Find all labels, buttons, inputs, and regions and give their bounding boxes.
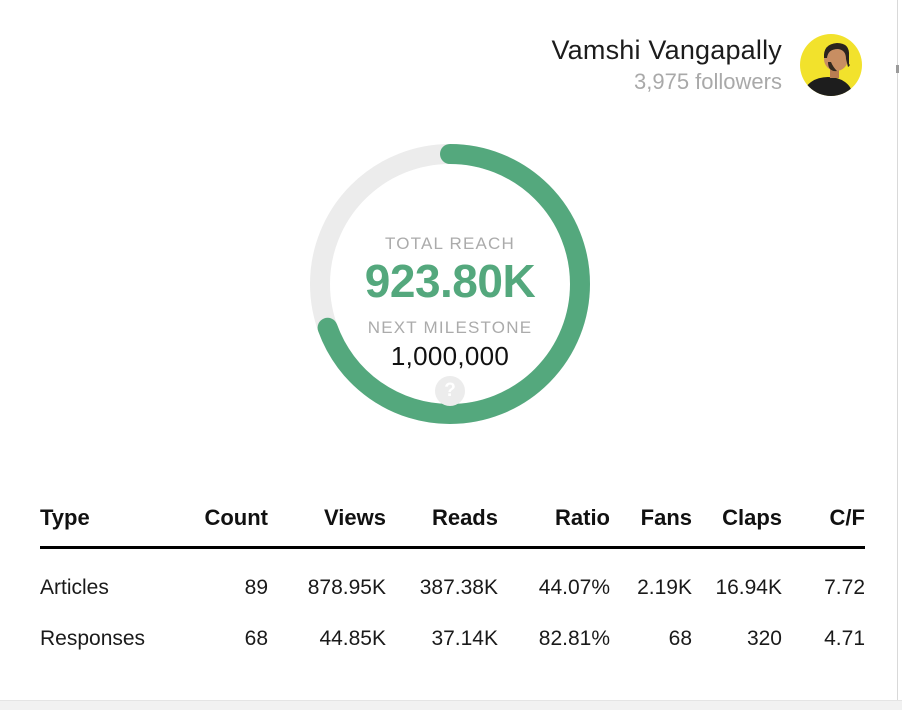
column-header-claps: Claps [692, 505, 782, 549]
table-cell: 7.72 [824, 576, 865, 599]
profile-text: Vamshi Vangapally 3,975 followers [551, 34, 782, 96]
table-cell: Responses [40, 627, 146, 650]
column-header-count: Count [190, 505, 268, 549]
stats-table-section: Type Count Views Reads Ratio Fans Claps C/F Art… [40, 505, 865, 651]
gauge-text: TOTAL REACH 923.80K NEXT MILESTONE 1,000… [300, 134, 600, 434]
total-reach-value: 923.80K [364, 255, 536, 307]
column-header-fans: Fans [610, 505, 692, 549]
column-header-type: Type [40, 505, 190, 549]
total-reach-label: TOTAL REACH [384, 234, 516, 253]
table-cell: 68 [244, 627, 268, 650]
table-cell: 320 [746, 627, 782, 650]
table-cell: 82.81% [538, 627, 610, 650]
table-row: Articles 89 878.95K 387.38K 44.07% 2.19K 16.94… [40, 548, 865, 601]
column-header-ratio: Ratio [498, 505, 610, 549]
column-header-views: Views [268, 505, 386, 549]
progress-ring-arc [310, 144, 590, 424]
table-cell: 878.95K [307, 576, 386, 599]
table-cell: 68 [668, 627, 692, 650]
table-cell: 89 [244, 576, 268, 599]
help-icon[interactable]: ? [435, 376, 465, 406]
column-header-reads: Reads [386, 505, 498, 549]
table-cell: Articles [40, 576, 109, 599]
avatar-image [800, 34, 862, 96]
table-cell: 44.85K [319, 627, 386, 650]
avatar[interactable] [800, 34, 862, 96]
stats-table: Type Count Views Reads Ratio Fans Claps C/F Art… [40, 505, 865, 651]
table-cell: 2.19K [637, 576, 692, 599]
table-cell: 37.14K [431, 627, 498, 650]
profile-name: Vamshi Vangapally [551, 35, 782, 65]
next-milestone-value: 1,000,000 [390, 341, 510, 371]
reach-gauge: TOTAL REACH 923.80K NEXT MILESTONE 1,000… [300, 134, 600, 434]
profile-followers: 3,975 followers [634, 69, 782, 94]
progress-ring [310, 144, 590, 424]
next-milestone-label: NEXT MILESTONE [367, 318, 533, 337]
column-header-cf: C/F [782, 505, 865, 549]
table-cell: 44.07% [538, 576, 610, 599]
table-cell: 16.94K [715, 576, 782, 599]
profile-header: Vamshi Vangapally 3,975 followers [551, 34, 862, 96]
window-right-border [897, 0, 898, 710]
table-cell: 4.71 [824, 627, 865, 650]
table-cell: 387.38K [419, 576, 498, 599]
bottom-divider [0, 700, 902, 710]
scrollbar-thumb[interactable] [896, 65, 899, 73]
table-header-row: Type Count Views Reads Ratio Fans Claps C/F [40, 505, 865, 549]
table-row: Responses 68 44.85K 37.14K 82.81% 68 320 4.71 [40, 600, 865, 651]
